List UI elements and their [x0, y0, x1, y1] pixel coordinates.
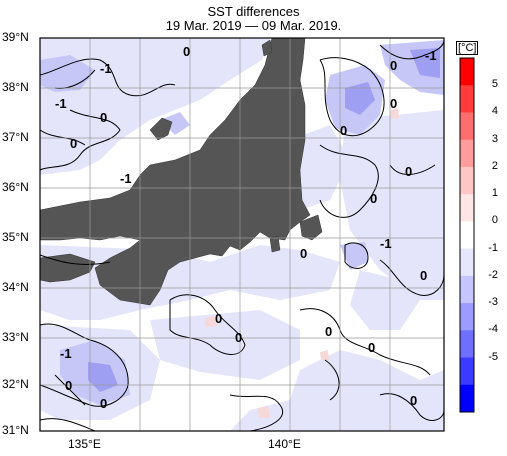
colorbar-segment [460, 194, 474, 222]
colorbar-tick: -4 [488, 323, 498, 336]
contour-label: 0 [65, 378, 72, 393]
colorbar-segment [460, 139, 474, 168]
contour-label: -1 [55, 96, 67, 111]
positive-anomaly-patches [205, 108, 399, 418]
colorbar-tick: 1 [491, 187, 498, 200]
colorbar [459, 57, 475, 413]
contour-label: -1 [120, 171, 132, 186]
map-frame [39, 37, 445, 432]
contour-label: -1 [100, 61, 112, 76]
contour-label: -1 [380, 236, 392, 251]
lat-label: 31°N [2, 423, 29, 437]
contour-label: 0 [100, 110, 107, 125]
lon-label: 140°E [268, 437, 301, 451]
colorbar-segment [460, 112, 474, 141]
colorbar-segment [460, 58, 474, 86]
colorbar-segment [460, 166, 474, 195]
colorbar-tick: 5 [491, 78, 498, 91]
contour-label: 0 [370, 191, 377, 206]
colorbar-tick: 3 [491, 132, 498, 145]
lat-label: 34°N [2, 280, 29, 294]
colorbar-segment [460, 275, 474, 304]
colorbar-segment [460, 330, 474, 359]
lat-label: 35°N [2, 230, 29, 244]
lat-label: 39°N [2, 30, 29, 44]
chart-subtitle: 19 Mar. 2019 — 09 Mar. 2019. [165, 18, 342, 33]
colorbar-segment [460, 384, 474, 413]
contour-label: 0 [340, 123, 347, 138]
colorbar-segment [460, 221, 474, 250]
colorbar-segment [460, 85, 474, 113]
contour-label: 0 [410, 393, 417, 408]
contour-label: 0 [390, 58, 397, 73]
lat-label: 37°N [2, 130, 29, 144]
contour-label: 0 [390, 96, 397, 111]
colorbar-tick: -1 [488, 241, 498, 254]
colorbar-segment [460, 303, 474, 331]
colorbar-tick: -5 [488, 350, 498, 363]
colorbar-tick: -3 [488, 296, 498, 309]
colorbar-frame [459, 57, 475, 413]
contour-label: 0 [300, 246, 307, 261]
contour-label: 0 [368, 340, 375, 355]
lat-label: 33°N [2, 330, 29, 344]
lat-label: 36°N [2, 180, 29, 194]
colorbar-unit: [°C] [456, 41, 479, 55]
very-strong-negative-cores [88, 48, 440, 392]
contour-label: -1 [60, 346, 72, 361]
lat-label: 38°N [2, 80, 29, 94]
contour-lines [39, 39, 445, 432]
contour-label: 0 [325, 324, 332, 339]
colorbar-segment [460, 357, 474, 386]
colorbar-tick: -2 [488, 268, 498, 281]
contour-label: 0 [215, 311, 222, 326]
contour-label: -1 [425, 48, 437, 63]
chart-title: SST differences [207, 4, 300, 19]
lon-label: 135°E [68, 437, 101, 451]
lat-label: 32°N [2, 377, 29, 391]
colorbar-tick: 4 [491, 105, 498, 118]
contour-label: 0 [183, 44, 190, 59]
colorbar-segment [460, 248, 474, 277]
contour-label: 0 [100, 396, 107, 411]
colorbar-tick: 2 [491, 159, 498, 172]
colorbar-tick: 0 [491, 214, 498, 227]
contour-label: 0 [70, 136, 77, 151]
contour-label: 0 [235, 330, 242, 345]
contour-label: 0 [420, 268, 427, 283]
contour-label: 0 [405, 164, 412, 179]
graticule [40, 38, 444, 431]
